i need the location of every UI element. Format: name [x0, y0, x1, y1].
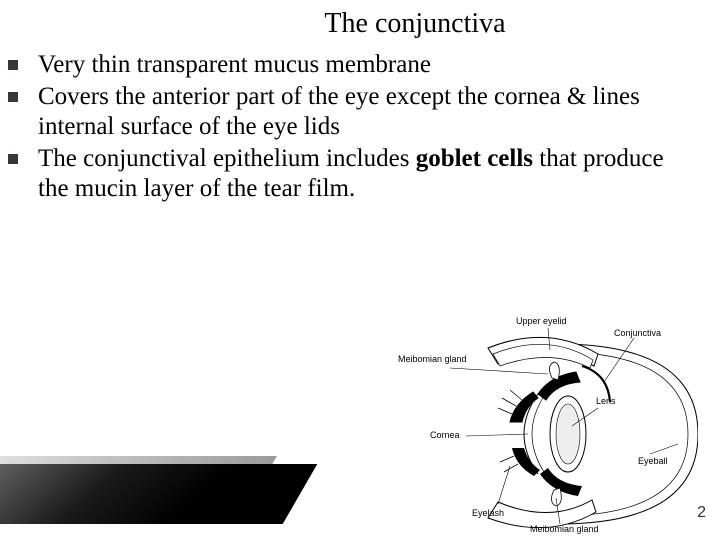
- bullet-icon: [8, 154, 18, 164]
- label-eyelash: Eyelash: [472, 508, 504, 518]
- text-pre: The conjunctival epithelium includes: [38, 145, 416, 172]
- text-bold: goblet cells: [416, 145, 533, 172]
- list-item: Covers the anterior part of the eye exce…: [8, 82, 700, 142]
- label-cornea: Cornea: [430, 430, 460, 440]
- label-meibomian-gland: Meibomian gland: [398, 354, 467, 364]
- bullet-list: Very thin transparent mucus membrane Cov…: [0, 50, 720, 204]
- label-meibomian-gland-2: Meibomian gland: [530, 524, 599, 534]
- eye-diagram: Upper eyelid Conjunctiva Meibomian gland…: [338, 304, 698, 534]
- bullet-text: Covers the anterior part of the eye exce…: [38, 82, 700, 142]
- bullet-icon: [8, 60, 18, 70]
- list-item: Very thin transparent mucus membrane: [8, 50, 700, 80]
- label-lens: Lens: [596, 396, 616, 406]
- bullet-text: Very thin transparent mucus membrane: [38, 50, 431, 80]
- page-number: 2: [697, 504, 706, 522]
- label-upper-eyelid: Upper eyelid: [516, 316, 567, 326]
- list-item: The conjunctival epithelium includes gob…: [8, 144, 700, 204]
- bullet-text: The conjunctival epithelium includes gob…: [38, 144, 700, 204]
- decorative-bar-dark: [0, 464, 317, 524]
- label-eyeball: Eyeball: [638, 456, 668, 466]
- label-conjunctiva: Conjunctiva: [614, 328, 661, 338]
- bullet-icon: [8, 92, 18, 102]
- page-title: The conjunctiva: [0, 0, 720, 50]
